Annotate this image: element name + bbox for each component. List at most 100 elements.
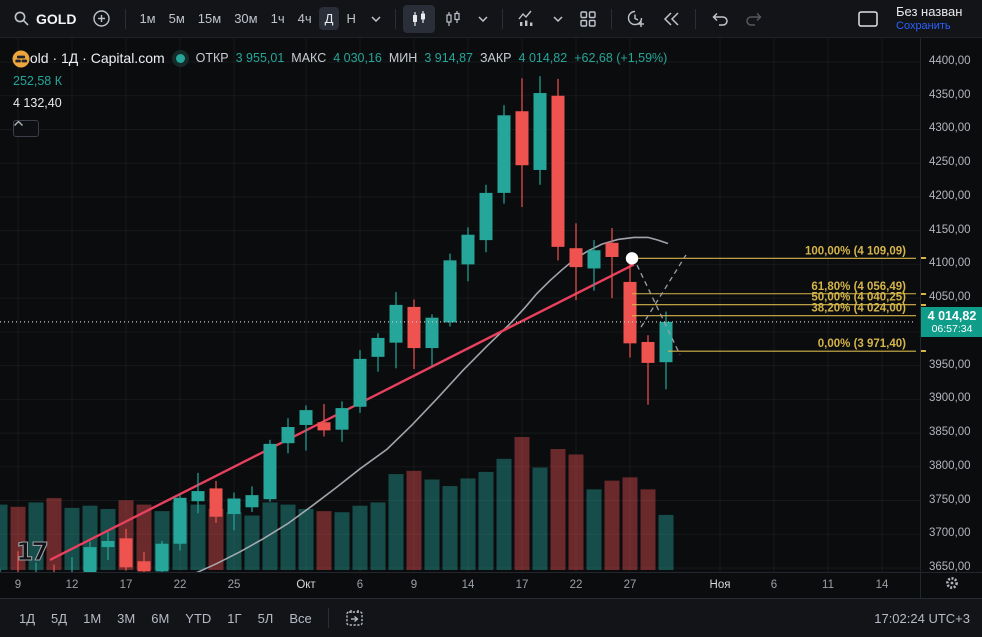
svg-text:17: 17 — [16, 537, 47, 566]
ohlc-value: 3 914,87 — [424, 51, 473, 65]
hollow-candles-icon — [444, 10, 462, 28]
market-status-dot[interactable] — [175, 53, 185, 63]
chevron-down-icon — [371, 15, 381, 22]
price-tick: 3950,00 — [929, 358, 971, 371]
chevron-down-icon — [553, 15, 563, 22]
layout-select-button[interactable] — [850, 5, 886, 33]
go-to-date-button[interactable] — [338, 604, 371, 632]
candles-series[interactable] — [0, 76, 673, 572]
ma-line[interactable] — [192, 236, 669, 572]
range-button-5Л[interactable]: 5Л — [251, 606, 281, 631]
range-button-YTD[interactable]: YTD — [178, 606, 218, 631]
toolbar-divider — [394, 8, 396, 29]
chart-plot-area[interactable]: 100,00% (4 109,09) 61,80% (4 056,49) 50,00… — [0, 38, 920, 572]
range-button-1Г[interactable]: 1Г — [220, 606, 248, 631]
time-tick-day: 14 — [461, 579, 475, 591]
timeframe-button-30м[interactable]: 30м — [228, 7, 263, 30]
alert-clock-icon — [626, 9, 646, 28]
chart-legend: Gold · 1Д · Capital.com ОТКР 3 955,01 МАКС… — [12, 50, 668, 68]
indicators-button[interactable] — [510, 5, 544, 33]
undo-button[interactable] — [703, 6, 736, 32]
timeframe-button-Д[interactable]: Д — [318, 7, 340, 30]
time-axis[interactable]: 9 12 17 22 25 Окт 6 9 14 17 22 27 Ноя 6 11 14 — [0, 572, 920, 598]
ohlc-label: ОТКР — [195, 51, 229, 65]
toolbar-divider — [125, 8, 127, 29]
time-tick-day: 22 — [173, 579, 187, 591]
layout-name[interactable]: Без назван — [896, 3, 963, 19]
last-price: 4 014,82 — [927, 308, 977, 323]
fib-anchor-dot[interactable] — [625, 252, 639, 265]
volume-series[interactable] — [0, 437, 674, 570]
redo-button[interactable] — [738, 6, 771, 32]
range-button-6М[interactable]: 6М — [144, 606, 176, 631]
chart-style-menu-button[interactable] — [471, 11, 495, 27]
change-value: +62,68 (+1,59%) — [574, 51, 668, 65]
chart-style-candles-button[interactable] — [402, 4, 435, 33]
timeframe-menu-button[interactable] — [364, 11, 388, 27]
ohlc-label: МАКС — [291, 51, 327, 65]
toolbar-divider — [327, 608, 329, 628]
price-tick: 3700,00 — [929, 527, 971, 540]
create-alert-button[interactable] — [619, 4, 653, 33]
ma-value: 4 132,40 — [13, 96, 62, 110]
price-tick: 4100,00 — [929, 257, 971, 270]
layout-grid-button[interactable] — [572, 5, 604, 33]
time-tick-day: 11 — [822, 579, 834, 591]
timeframe-button-1м[interactable]: 1м — [133, 7, 161, 30]
fib-level-label: 100,00% (4 109,09) — [805, 245, 906, 257]
legend-collapse-button[interactable] — [13, 120, 39, 137]
fib-axis-tick — [921, 257, 926, 260]
time-tick-day: 6 — [356, 579, 364, 591]
save-layout-link[interactable]: Сохранить — [896, 19, 951, 32]
time-tick-day: 17 — [515, 579, 529, 591]
layout-grid-icon — [579, 10, 597, 28]
forecast-dashed-lines[interactable] — [636, 254, 687, 356]
timeframe-button-4ч[interactable]: 4ч — [292, 7, 318, 30]
timeframe-button-15м[interactable]: 15м — [192, 7, 227, 30]
range-button-1Д[interactable]: 1Д — [12, 606, 42, 631]
fib-retracement[interactable]: 100,00% (4 109,09) 61,80% (4 056,49)50,00… — [632, 245, 916, 352]
chart-style-alt-button[interactable] — [437, 5, 469, 33]
timeframe-button-Н[interactable]: Н — [340, 7, 361, 30]
time-tick-day: 25 — [227, 579, 241, 591]
fib-level-label: 0,00% (3 971,40) — [818, 338, 906, 350]
timeframe-button-1ч[interactable]: 1ч — [265, 7, 291, 30]
bar-countdown: 06:57:34 — [931, 322, 973, 335]
time-tick-month: Ноя — [709, 579, 731, 591]
indicators-menu-button[interactable] — [546, 11, 570, 27]
time-tick-day: 6 — [770, 579, 778, 591]
fib-level-label: 38,20% (4 024,00) — [811, 303, 906, 315]
last-price-badge[interactable]: 4 014,82 06:57:34 — [921, 306, 982, 337]
compare-add-button[interactable] — [85, 4, 118, 33]
ohlc-value: 3 955,01 — [235, 51, 285, 65]
axis-settings-corner[interactable] — [920, 572, 982, 598]
price-axis[interactable]: 4 014,82 06:57:34 4400,00 4350,00 4300,00 4… — [920, 38, 982, 573]
range-button-3М[interactable]: 3М — [110, 606, 142, 631]
toolbar-divider — [501, 8, 503, 29]
fib-level-label: 50,00% (4 040,25) — [811, 292, 906, 304]
session-clock[interactable]: 17:02:24 UTC+3 — [874, 610, 970, 626]
symbol-title[interactable]: Gold · 1Д · Capital.com — [19, 50, 165, 66]
price-tick: 4350,00 — [929, 88, 971, 101]
symbol-search-button[interactable]: GOLD — [6, 5, 83, 32]
go-to-date-icon — [345, 609, 364, 627]
time-tick-day: 27 — [623, 579, 637, 591]
toolbar-divider — [610, 8, 612, 29]
ohlc-label: ЗАКР — [480, 51, 512, 65]
price-tick: 4050,00 — [929, 291, 971, 304]
price-tick: 4250,00 — [929, 156, 971, 169]
timeframe-button-5м[interactable]: 5м — [163, 7, 191, 30]
ohlc-value: 4 014,82 — [518, 51, 568, 65]
layout-square-icon — [857, 10, 879, 28]
price-tick: 3650,00 — [929, 561, 971, 573]
add-symbol-icon — [92, 9, 111, 28]
range-button-5Д[interactable]: 5Д — [44, 606, 74, 631]
time-tick-day: 22 — [569, 579, 583, 591]
range-button-Все[interactable]: Все — [282, 606, 318, 631]
time-tick-day: 9 — [410, 579, 418, 591]
bar-replay-button[interactable] — [655, 6, 688, 32]
tradingview-watermark: 17 — [15, 536, 49, 566]
range-button-1М[interactable]: 1М — [76, 606, 108, 631]
chart-canvas[interactable]: 100,00% (4 109,09) 61,80% (4 056,49)50,00… — [0, 38, 920, 572]
